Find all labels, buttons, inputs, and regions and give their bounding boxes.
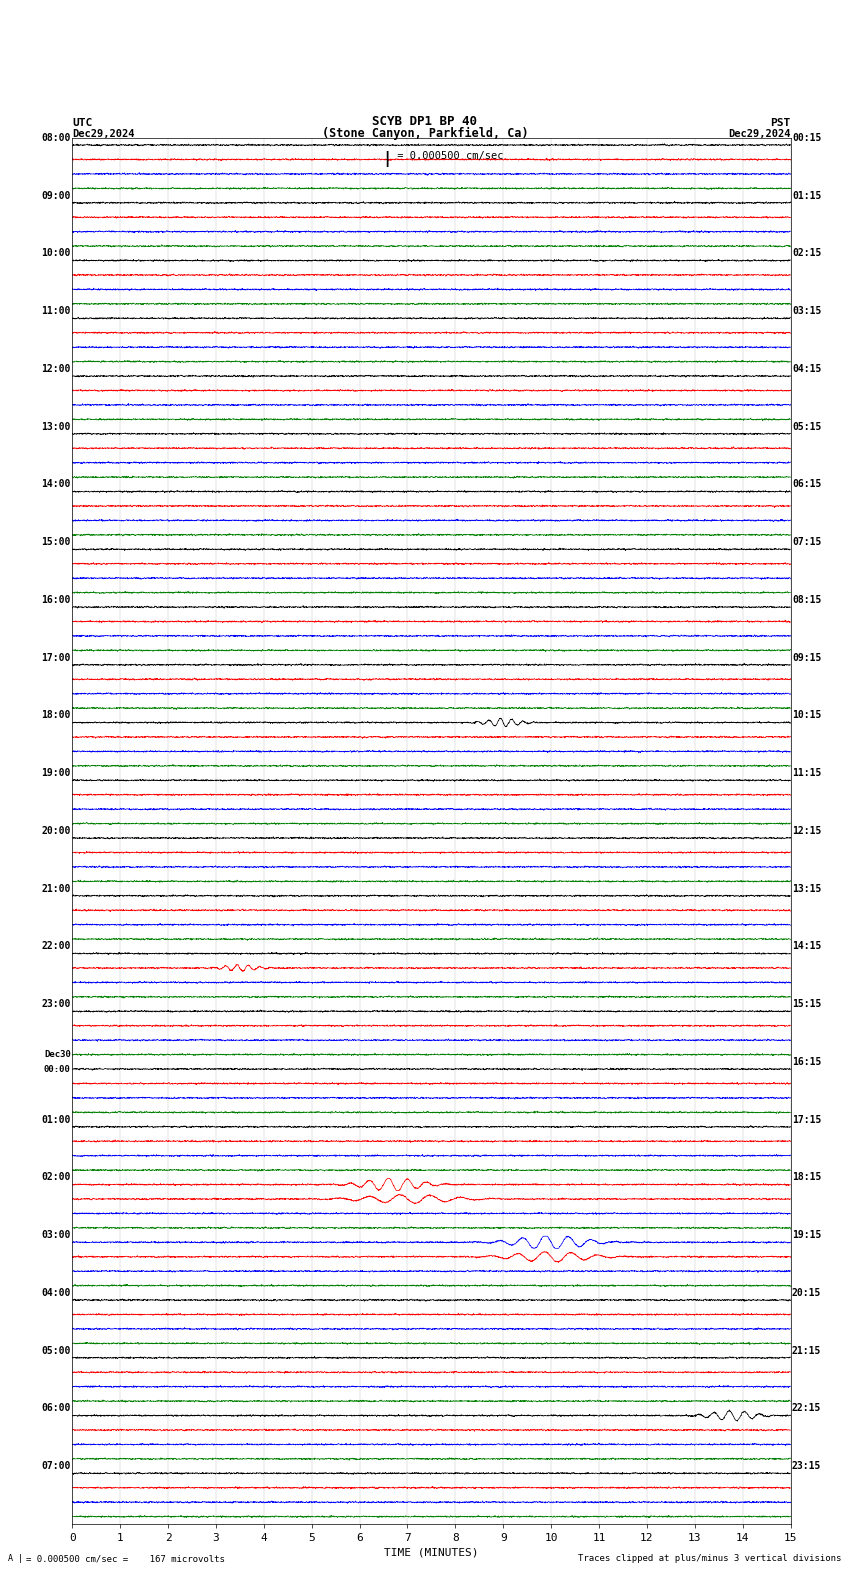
Text: = 0.000500 cm/sec =    167 microvolts: = 0.000500 cm/sec = 167 microvolts [26, 1554, 224, 1563]
Text: 02:15: 02:15 [792, 249, 821, 258]
Text: 19:15: 19:15 [792, 1231, 821, 1240]
Text: 03:00: 03:00 [42, 1231, 71, 1240]
Text: 00:15: 00:15 [792, 133, 821, 143]
Text: 19:00: 19:00 [42, 768, 71, 778]
Text: 00:00: 00:00 [44, 1064, 71, 1074]
Text: 04:15: 04:15 [792, 364, 821, 374]
Text: 06:15: 06:15 [792, 480, 821, 489]
Text: 03:15: 03:15 [792, 306, 821, 317]
Text: 09:00: 09:00 [42, 190, 71, 201]
Text: SCYB DP1 BP 40: SCYB DP1 BP 40 [372, 114, 478, 127]
Text: 18:15: 18:15 [792, 1172, 821, 1182]
X-axis label: TIME (MINUTES): TIME (MINUTES) [384, 1548, 479, 1557]
Text: 14:15: 14:15 [792, 941, 821, 952]
Text: 23:15: 23:15 [792, 1460, 821, 1472]
Text: 21:00: 21:00 [42, 884, 71, 893]
Text: 01:00: 01:00 [42, 1115, 71, 1125]
Text: 05:15: 05:15 [792, 421, 821, 431]
Text: 10:00: 10:00 [42, 249, 71, 258]
Text: Traces clipped at plus/minus 3 vertical divisions: Traces clipped at plus/minus 3 vertical … [578, 1554, 842, 1563]
Text: 18:00: 18:00 [42, 710, 71, 721]
Text: 22:15: 22:15 [792, 1403, 821, 1413]
Text: 10:15: 10:15 [792, 710, 821, 721]
Text: 07:00: 07:00 [42, 1460, 71, 1472]
Text: 12:00: 12:00 [42, 364, 71, 374]
Text: A |: A | [8, 1554, 24, 1563]
Text: 16:00: 16:00 [42, 596, 71, 605]
Text: 20:15: 20:15 [792, 1288, 821, 1297]
Text: 06:00: 06:00 [42, 1403, 71, 1413]
Text: 04:00: 04:00 [42, 1288, 71, 1297]
Text: 08:00: 08:00 [42, 133, 71, 143]
Text: 07:15: 07:15 [792, 537, 821, 546]
Text: 13:00: 13:00 [42, 421, 71, 431]
Text: |: | [382, 150, 391, 168]
Text: 05:00: 05:00 [42, 1345, 71, 1356]
Text: UTC: UTC [72, 117, 93, 127]
Text: PST: PST [770, 117, 790, 127]
Text: Dec30: Dec30 [44, 1050, 71, 1060]
Text: 23:00: 23:00 [42, 1000, 71, 1009]
Text: 02:00: 02:00 [42, 1172, 71, 1182]
Text: Dec29,2024: Dec29,2024 [72, 128, 135, 139]
Text: 16:15: 16:15 [792, 1057, 821, 1066]
Text: 15:00: 15:00 [42, 537, 71, 546]
Text: 17:00: 17:00 [42, 653, 71, 662]
Text: 20:00: 20:00 [42, 825, 71, 836]
Text: 21:15: 21:15 [792, 1345, 821, 1356]
Text: 13:15: 13:15 [792, 884, 821, 893]
Text: 22:00: 22:00 [42, 941, 71, 952]
Text: (Stone Canyon, Parkfield, Ca): (Stone Canyon, Parkfield, Ca) [321, 127, 529, 139]
Text: 11:15: 11:15 [792, 768, 821, 778]
Text: 09:15: 09:15 [792, 653, 821, 662]
Text: Dec29,2024: Dec29,2024 [728, 128, 791, 139]
Text: 12:15: 12:15 [792, 825, 821, 836]
Text: 11:00: 11:00 [42, 306, 71, 317]
Text: 17:15: 17:15 [792, 1115, 821, 1125]
Text: 08:15: 08:15 [792, 596, 821, 605]
Text: 01:15: 01:15 [792, 190, 821, 201]
Text: = 0.000500 cm/sec: = 0.000500 cm/sec [391, 150, 503, 162]
Text: 14:00: 14:00 [42, 480, 71, 489]
Text: 15:15: 15:15 [792, 1000, 821, 1009]
